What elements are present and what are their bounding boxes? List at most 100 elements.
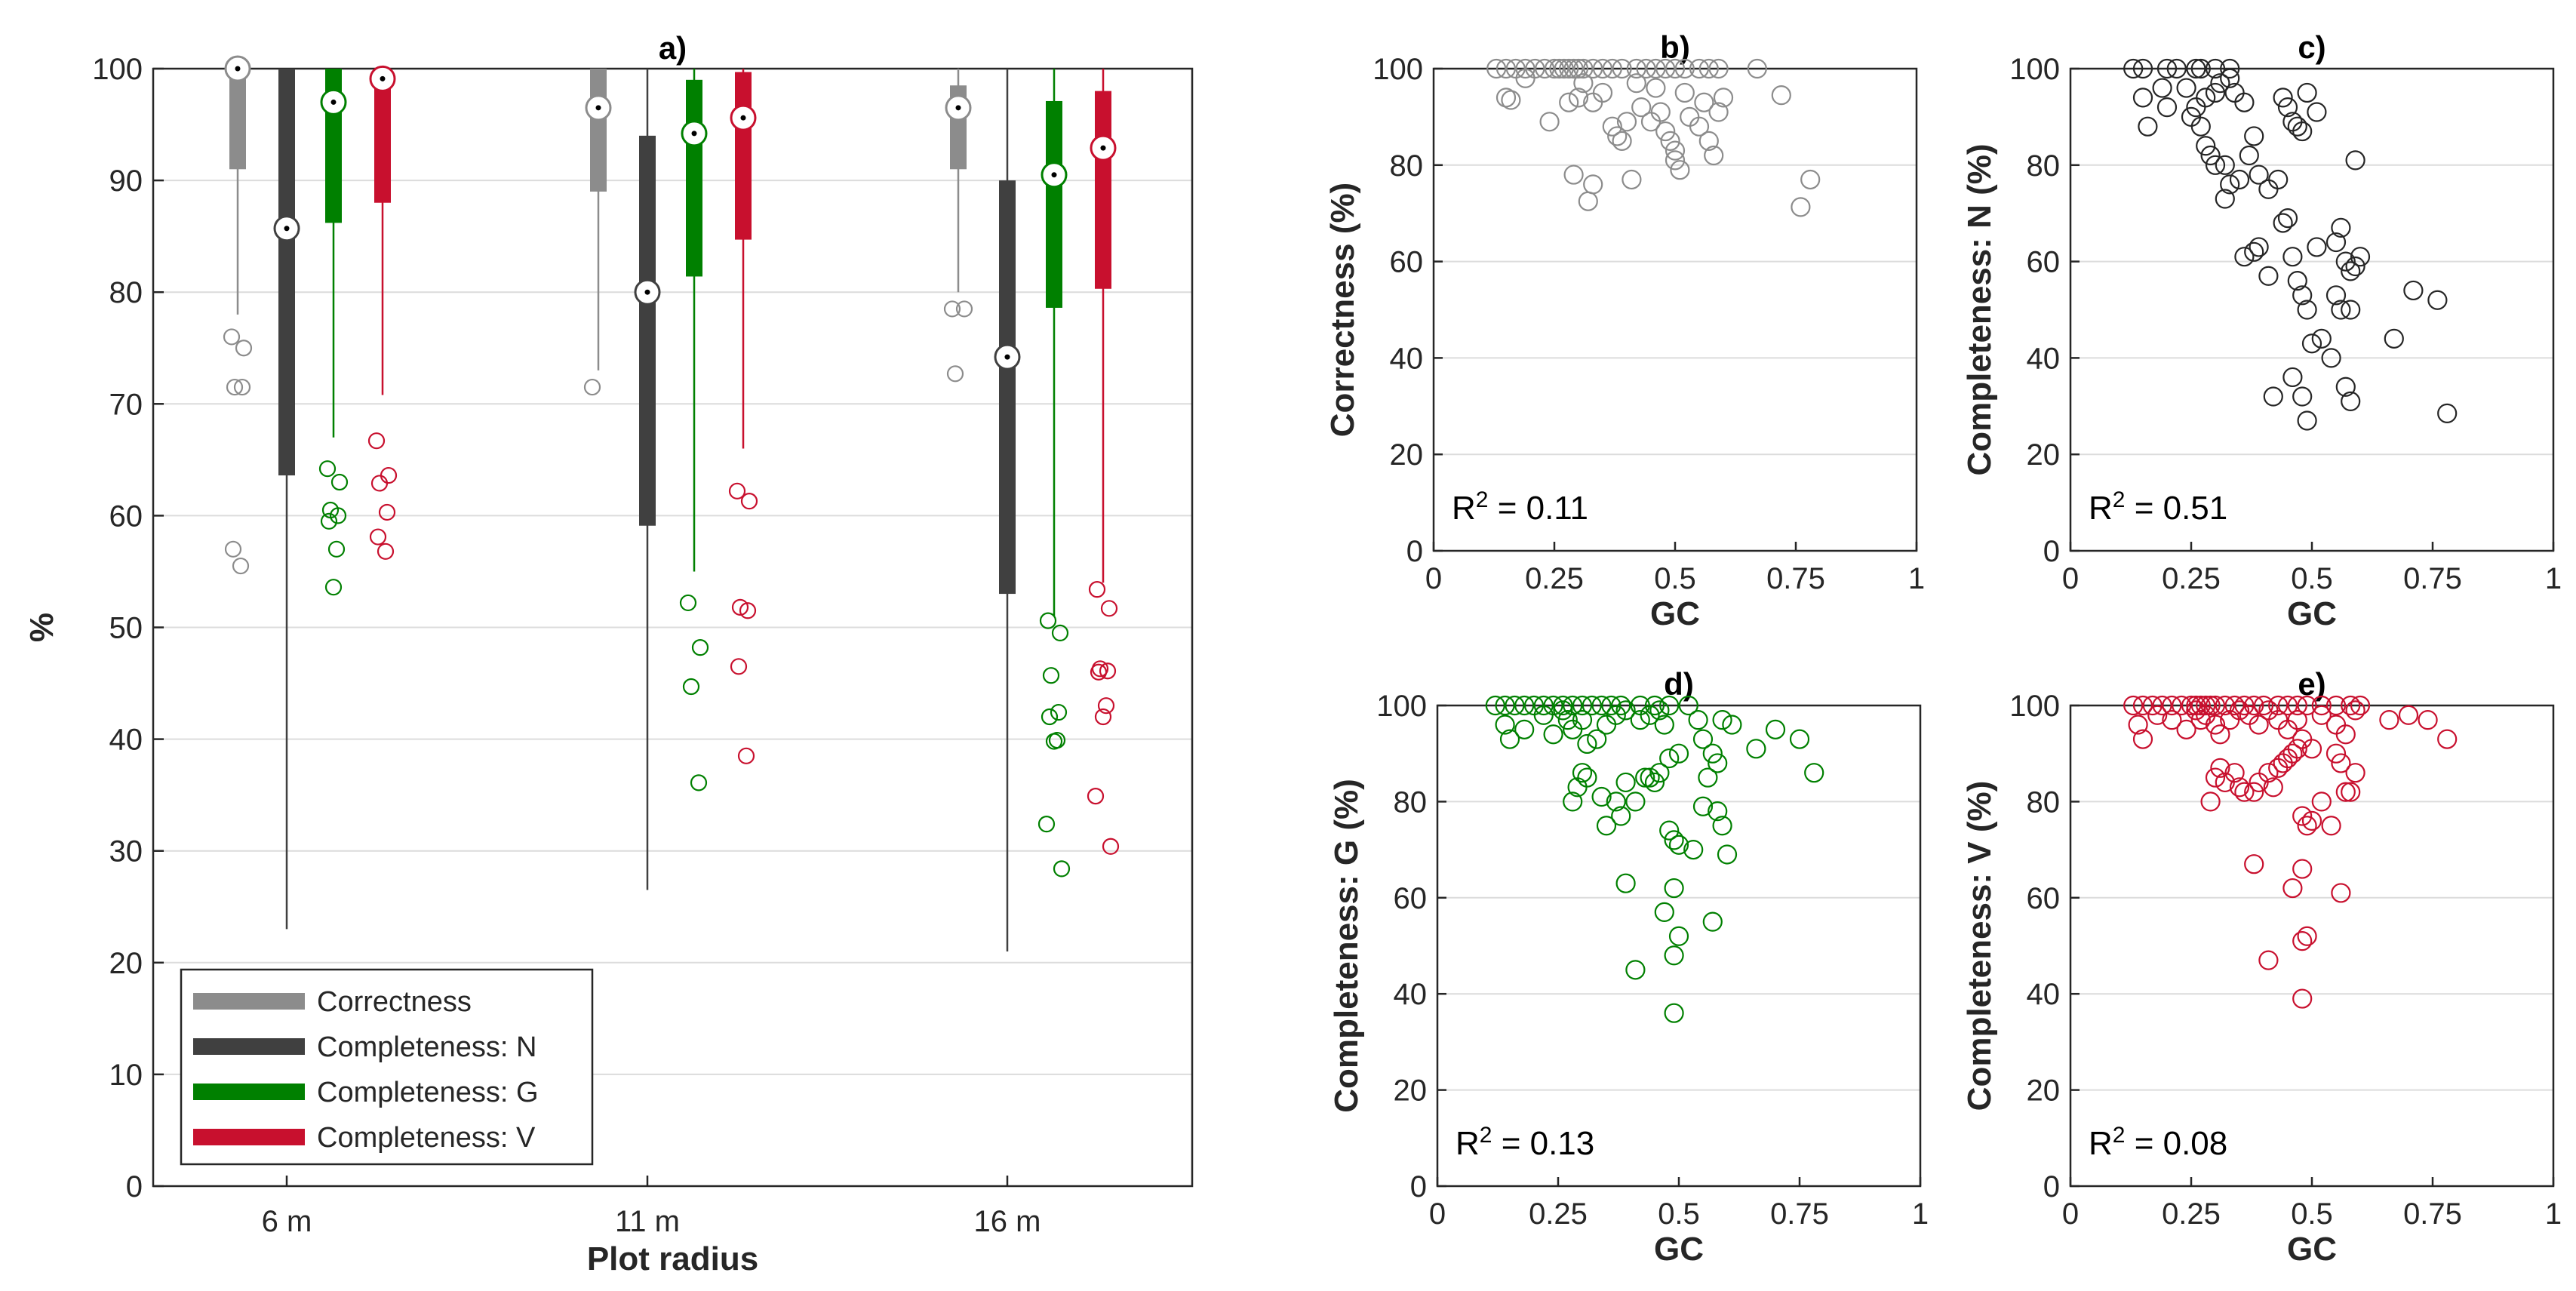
scatter-point bbox=[1659, 695, 1680, 716]
scatter-point bbox=[1664, 830, 1684, 850]
x-tick-label: 0.5 bbox=[2291, 562, 2333, 595]
r-squared-annotation: R2 = 0.51 bbox=[2089, 487, 2227, 527]
panel-b-scatter: 0 20 40 60 80 100 0 0.25 0.5 0.75 1 GC Correctness (… bbox=[1324, 29, 1925, 632]
scatter-point bbox=[2437, 729, 2458, 749]
scatter-point bbox=[2311, 328, 2332, 349]
outlier-point bbox=[682, 678, 700, 696]
scatter-point bbox=[1572, 763, 1593, 783]
y-tick-label: 40 bbox=[2027, 342, 2061, 375]
scatter-point bbox=[2297, 926, 2317, 946]
box bbox=[1046, 100, 1062, 308]
scatter-point bbox=[2273, 213, 2293, 233]
y-tick-label: 100 bbox=[2009, 53, 2060, 86]
scatter-point bbox=[2325, 285, 2347, 306]
scatter-point bbox=[1765, 719, 1786, 739]
x-tick-label: 0 bbox=[2062, 562, 2079, 595]
scatter-point bbox=[1544, 58, 1565, 79]
scatter-point bbox=[1559, 58, 1579, 79]
outlier-point bbox=[1041, 708, 1059, 726]
y-tick-label: 20 bbox=[109, 947, 143, 980]
outlier-point bbox=[377, 543, 395, 560]
scatter-point bbox=[2239, 145, 2259, 166]
scatter-point bbox=[1601, 695, 1622, 716]
x-tick-label: 6 m bbox=[262, 1205, 312, 1238]
scatter-point bbox=[1800, 169, 1821, 190]
scatter-point bbox=[2147, 705, 2168, 725]
axes-frame bbox=[2069, 67, 2555, 552]
median-dot bbox=[1004, 354, 1010, 360]
outlier-point bbox=[327, 540, 346, 558]
median-dot bbox=[235, 66, 241, 72]
scatter-point bbox=[2200, 145, 2221, 166]
scatter-point bbox=[2138, 116, 2158, 137]
scatter-point bbox=[1688, 710, 1708, 730]
scatter-point bbox=[1692, 796, 1714, 816]
scatter-point bbox=[1698, 58, 1719, 79]
scatter-point bbox=[1654, 715, 1674, 735]
scatter-point bbox=[1680, 106, 1700, 127]
scatter-point bbox=[2292, 121, 2313, 142]
outlier-point bbox=[1087, 788, 1105, 805]
scatter-point bbox=[2301, 739, 2322, 759]
scatter-point bbox=[1664, 878, 1684, 899]
outlier-point bbox=[1039, 612, 1057, 629]
scatter-point bbox=[1592, 58, 1613, 79]
scatter-point bbox=[2244, 854, 2264, 874]
x-tick-label: 0.5 bbox=[1654, 562, 1696, 595]
legend-swatch bbox=[193, 1084, 305, 1100]
scatter-point bbox=[2210, 758, 2230, 778]
scatter-point bbox=[2307, 237, 2327, 257]
scatter-point bbox=[2325, 743, 2347, 764]
scatter-point bbox=[1563, 792, 1583, 812]
scatter-point bbox=[2437, 403, 2458, 423]
scatter-point bbox=[1615, 873, 1636, 893]
scatter-point bbox=[1535, 58, 1555, 79]
scatter-point bbox=[2196, 88, 2216, 108]
scatter-point bbox=[2215, 155, 2235, 175]
scatter-point bbox=[1694, 92, 1714, 112]
outlier-point bbox=[380, 466, 398, 484]
scatter-point bbox=[2128, 715, 2148, 735]
scatter-point bbox=[1515, 68, 1535, 88]
outlier-point bbox=[679, 594, 697, 612]
scatter-point bbox=[2205, 155, 2226, 175]
outlier-point bbox=[690, 774, 708, 792]
scatter-point bbox=[1668, 926, 1689, 946]
y-tick-label: 60 bbox=[1394, 882, 1428, 915]
outlier-point bbox=[728, 482, 746, 499]
scatter-point bbox=[1554, 58, 1574, 79]
scatter-point bbox=[2196, 136, 2216, 156]
outlier-point bbox=[1100, 600, 1118, 617]
scatter-point bbox=[1702, 911, 1723, 932]
scatter-point bbox=[2263, 386, 2283, 407]
scatter-point bbox=[1630, 710, 1650, 730]
scatter-point bbox=[1708, 753, 1728, 773]
r-squared-value: = 0.11 bbox=[1488, 490, 1588, 527]
scatter-point bbox=[2215, 189, 2235, 209]
scatter-point bbox=[1746, 739, 1766, 759]
scatter-point bbox=[2234, 247, 2255, 267]
scatter-point bbox=[2321, 348, 2341, 368]
y-tick-label: 90 bbox=[109, 164, 143, 198]
scatter-point bbox=[2224, 695, 2245, 716]
outlier-point bbox=[1088, 581, 1106, 598]
scatter-point bbox=[2282, 743, 2303, 764]
x-tick-label: 0.5 bbox=[1658, 1197, 1700, 1231]
scatter-point bbox=[1644, 772, 1665, 793]
scatter-point bbox=[1501, 90, 1521, 110]
scatter-point bbox=[2277, 695, 2298, 716]
scatter-point bbox=[2200, 792, 2221, 812]
scatter-point bbox=[1563, 58, 1584, 79]
outlier-point bbox=[946, 365, 964, 383]
scatter-point bbox=[2166, 58, 2187, 79]
scatter-point bbox=[2253, 695, 2274, 716]
outlier-point bbox=[1045, 733, 1063, 750]
y-tick-label: 100 bbox=[2009, 690, 2060, 723]
scatter-point bbox=[1514, 695, 1535, 716]
median-dot bbox=[380, 75, 386, 81]
scatter-point bbox=[2186, 700, 2206, 721]
median-dot bbox=[330, 99, 337, 105]
box bbox=[278, 69, 295, 476]
scatter-point bbox=[1654, 902, 1674, 923]
scatter-point bbox=[2287, 710, 2307, 730]
